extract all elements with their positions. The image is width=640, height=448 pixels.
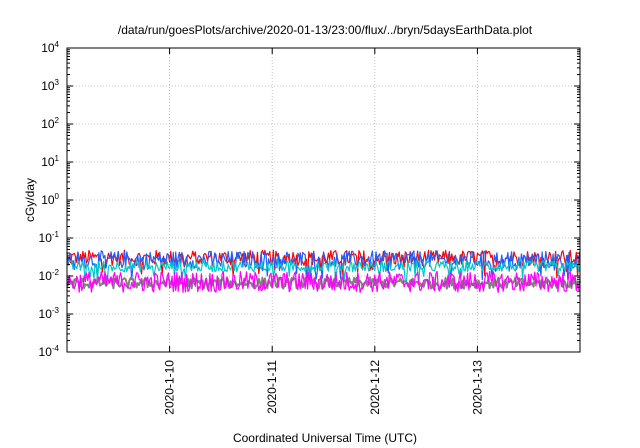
series-layer: [66, 249, 581, 293]
x-axis: 2020-1-10 2020-1-11 2020-1-12 2020-1-13: [163, 48, 484, 415]
x-tick-label: 2020-1-12: [368, 360, 382, 415]
x-axis-label: Coordinated Universal Time (UTC): [233, 431, 417, 445]
x-tick-label: 2020-1-10: [163, 360, 177, 415]
series-line: [66, 250, 581, 283]
y-tick-label: 100: [41, 192, 59, 207]
series-line: [66, 260, 581, 285]
x-tick-label: 2020-1-13: [470, 360, 484, 415]
series-line: [66, 270, 581, 293]
y-axis-label: cGy/day: [23, 178, 37, 222]
y-tick-label: 10-4: [39, 344, 60, 359]
y-tick-label: 10-1: [39, 230, 60, 245]
y-tick-label: 10-3: [39, 306, 60, 321]
y-tick-label: 102: [41, 116, 59, 131]
y-tick-label: 103: [41, 78, 59, 93]
grid: [67, 48, 580, 352]
y-tick-label: 101: [41, 154, 59, 169]
plot-frame: [66, 47, 581, 353]
chart-title: /data/run/goesPlots/archive/2020-01-13/2…: [118, 23, 533, 37]
y-tick-label: 104: [41, 40, 59, 55]
y-tick-label: 10-2: [39, 268, 60, 283]
x-tick-label: 2020-1-11: [265, 360, 279, 414]
y-axis: 10-4 10-3 10-2 10-1 100 101 102 103 104: [39, 40, 580, 359]
